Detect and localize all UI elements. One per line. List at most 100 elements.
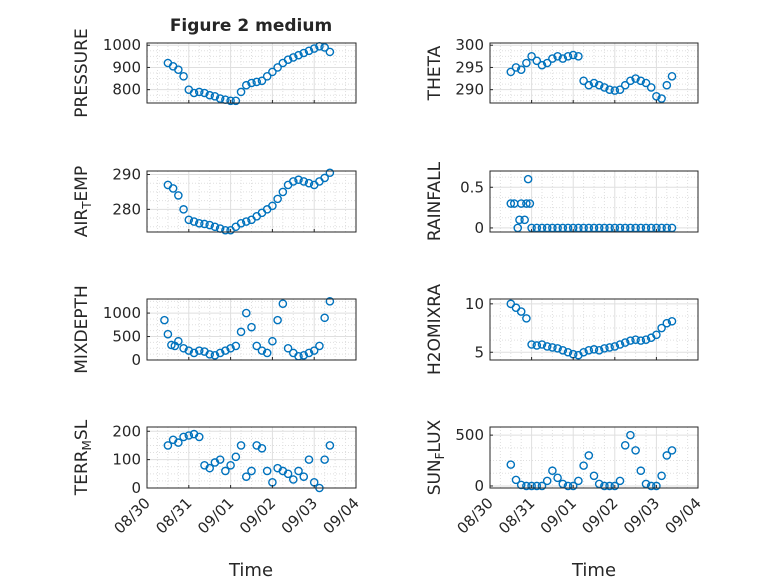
data-point: [215, 348, 225, 358]
data-point: [160, 315, 169, 325]
y-axis-label: PRESSURE: [72, 28, 92, 117]
data-point: [325, 297, 335, 306]
data-point: [532, 341, 542, 350]
data-point: [252, 341, 262, 351]
x-tick-label: 09/04: [320, 494, 363, 537]
axes-box: [489, 426, 699, 489]
x-axis-label-left: Time: [228, 560, 273, 581]
data-point: [641, 78, 651, 88]
data-point: [226, 343, 235, 353]
data-point: [304, 455, 314, 464]
data-point: [620, 80, 630, 90]
subplot-rainfall: 0 0.5 RAINFALL: [425, 161, 699, 241]
y-tick-label: 0.5: [460, 178, 484, 196]
x-tick-label: 09/01: [194, 494, 237, 537]
data-point: [563, 52, 573, 61]
y-tick-label: 0: [131, 351, 141, 369]
data-point: [241, 472, 251, 481]
data-point: [231, 96, 241, 106]
y-tick-label: 0: [131, 479, 141, 497]
data-point: [527, 52, 536, 61]
data-point: [236, 327, 246, 337]
data-point: [257, 443, 267, 453]
data-point: [283, 343, 293, 353]
data-point: [667, 72, 677, 81]
data-point: [605, 85, 614, 94]
y-tick-label: 280: [112, 200, 141, 218]
axes-box: [489, 298, 699, 361]
data-point: [189, 88, 199, 98]
data-point: [299, 177, 309, 186]
data-point: [288, 475, 298, 484]
data-point: [179, 205, 188, 214]
data-point: [542, 58, 552, 68]
data-point: [594, 80, 604, 90]
data-point: [652, 92, 661, 101]
data-point: [548, 343, 557, 352]
data-point: [525, 199, 535, 208]
data-point: [168, 184, 178, 193]
data-point: [273, 63, 282, 72]
axes-box: [146, 170, 357, 233]
data-point: [605, 343, 614, 352]
data-point: [626, 336, 635, 345]
data-point: [657, 94, 666, 103]
data-point: [600, 344, 609, 353]
y-tick-label: 1000: [103, 304, 141, 322]
data-point: [241, 308, 251, 318]
data-point: [574, 476, 583, 486]
data-point: [584, 80, 594, 90]
data-point: [626, 76, 635, 86]
data-point: [194, 346, 204, 355]
data-point: [194, 218, 204, 228]
data-point: [200, 88, 209, 98]
data-point: [268, 201, 277, 211]
data-point: [537, 481, 547, 491]
data-point: [231, 452, 241, 462]
data-point: [652, 481, 661, 491]
data-point: [516, 307, 526, 316]
y-axis-label: THETA: [425, 45, 445, 101]
data-point: [189, 348, 199, 358]
data-point: [615, 85, 625, 94]
data-point: [179, 432, 188, 442]
data-point: [631, 74, 640, 83]
y-axis-label: TERRMSL: [72, 419, 94, 496]
data-point: [620, 440, 630, 450]
data-point: [600, 481, 609, 491]
data-point: [506, 199, 516, 208]
data-point: [226, 96, 235, 106]
data-point: [304, 348, 314, 358]
axes-box: [146, 298, 357, 361]
data-point: [548, 54, 557, 63]
x-tick-label: 09/02: [236, 494, 279, 537]
data-point: [527, 481, 536, 491]
y-axis-label: MIXDEPTH: [72, 285, 92, 374]
y-tick-label: 0: [474, 477, 484, 495]
data-point: [610, 342, 620, 351]
axes-box: [489, 42, 699, 104]
data-point: [221, 466, 230, 476]
data-point: [515, 215, 524, 225]
data-point: [163, 329, 173, 339]
data-point: [174, 65, 183, 74]
data-point: [523, 174, 533, 184]
data-point: [615, 340, 625, 349]
data-point: [278, 187, 288, 197]
data-point: [174, 336, 183, 346]
data-point: [662, 318, 672, 328]
data-point: [589, 345, 599, 354]
y-axis-label: AIRTEMP: [72, 166, 94, 237]
data-point: [520, 215, 529, 225]
y-axis-label: SUNFLUX: [425, 419, 447, 495]
data-point: [320, 173, 329, 183]
data-point: [563, 347, 573, 357]
data-point: [257, 346, 267, 355]
subplot-h2omixra: 5 10 H2OMIXRA: [425, 284, 699, 375]
data-point: [163, 180, 173, 190]
data-point: [194, 432, 204, 442]
data-point: [631, 446, 640, 455]
y-tick-label: 5: [474, 343, 484, 361]
data-point: [283, 180, 293, 190]
